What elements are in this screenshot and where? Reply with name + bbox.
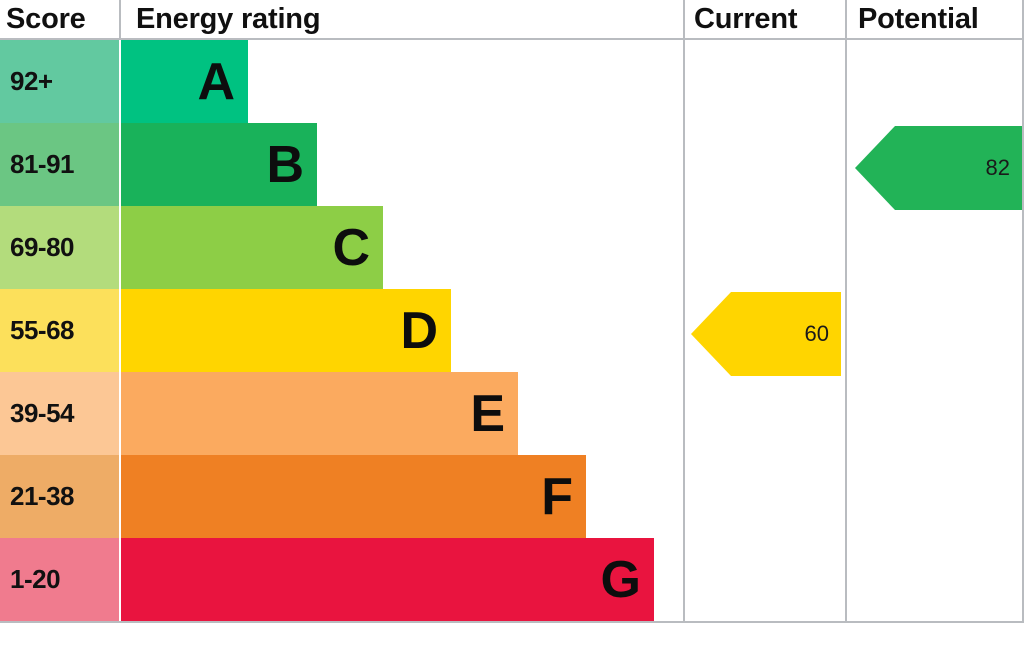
score-range-label: 21-38 — [10, 481, 75, 511]
score-range-label: 81-91 — [10, 149, 75, 179]
header-divider-line-current — [683, 38, 847, 40]
score-range-c: 69-80 — [0, 206, 119, 289]
potential-column-bottom-line — [847, 621, 1024, 623]
rating-bar-letter: B — [266, 135, 304, 194]
rating-bar-g: G — [121, 538, 654, 621]
potential-rating-value: 82 — [985, 155, 1010, 180]
score-range-label: 69-80 — [10, 232, 75, 262]
rating-bar-a: A — [121, 40, 248, 123]
column-header-energy-rating: Energy rating — [136, 2, 321, 35]
column-header-current: Current — [694, 2, 798, 35]
score-range-label: 55-68 — [10, 315, 75, 345]
score-range-label: 92+ — [10, 66, 53, 96]
score-range-label: 39-54 — [10, 398, 75, 428]
score-range-f: 21-38 — [0, 455, 119, 538]
score-range-d: 55-68 — [0, 289, 119, 372]
rating-bar-letter: F — [541, 467, 573, 526]
rating-bar-letter: A — [197, 52, 235, 111]
current-rating-arrow: 60 — [691, 292, 841, 376]
rating-bar-b: B — [121, 123, 317, 206]
rating-bar-letter: E — [470, 384, 505, 443]
rating-bar-e: E — [121, 372, 518, 455]
rating-bar-letter: D — [400, 301, 438, 360]
header-divider-line-potential — [847, 38, 1024, 40]
score-range-label: 1-20 — [10, 564, 61, 594]
score-column-divider — [119, 0, 121, 38]
rating-bar-c: C — [121, 206, 383, 289]
potential-rating-arrow: 82 — [855, 126, 1022, 210]
potential-column-right-divider — [1022, 0, 1024, 623]
current-column-right-divider — [845, 0, 847, 623]
column-header-score: Score — [6, 2, 86, 35]
score-range-e: 39-54 — [0, 372, 119, 455]
rating-bar-letter: C — [332, 218, 370, 277]
rating-bar-letter: G — [600, 550, 641, 609]
score-range-a: 92+ — [0, 40, 119, 123]
rating-bar-d: D — [121, 289, 451, 372]
score-range-b: 81-91 — [0, 123, 119, 206]
current-rating-value: 60 — [804, 321, 829, 346]
score-range-g: 1-20 — [0, 538, 119, 621]
current-column-left-divider — [683, 0, 685, 623]
chart-bottom-line — [0, 621, 683, 623]
header-divider-line — [0, 38, 683, 40]
current-column-bottom-line — [683, 621, 847, 623]
rating-bar-f: F — [121, 455, 586, 538]
column-header-potential: Potential — [858, 2, 979, 35]
